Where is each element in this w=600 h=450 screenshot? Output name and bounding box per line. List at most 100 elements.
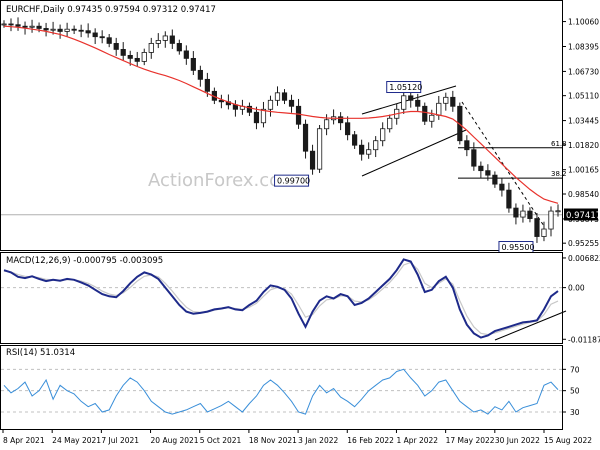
price-candle <box>183 50 189 59</box>
price-candle <box>260 108 267 124</box>
price-candle <box>8 23 14 26</box>
price-candle <box>478 165 484 172</box>
price-candle <box>450 96 456 107</box>
macd-axis-ticks: 0.006823 0.00 -0.011874 <box>562 254 600 344</box>
price-candle <box>387 117 393 130</box>
price-candle <box>92 32 98 38</box>
price-candle <box>457 105 463 142</box>
annotation-label: 0.95500 <box>501 243 534 252</box>
date-tick-label: 3 Jan 2022 <box>298 436 338 445</box>
price-candle <box>366 149 372 155</box>
price-candle <box>408 95 414 101</box>
price-panel-frame <box>0 0 563 251</box>
price-candle <box>36 25 42 29</box>
macd-trend-line <box>494 310 567 341</box>
price-candle <box>316 128 323 170</box>
rsi-panel: RSI(14) 51.0314 70 50 30 <box>0 345 580 430</box>
price-candle <box>253 111 260 124</box>
date-tick-label: 1 Apr 2022 <box>396 436 438 445</box>
rsi-panel-frame <box>0 345 563 430</box>
date-tick-label: 30 Jun 2022 <box>495 436 540 445</box>
date-tick-label: 16 Feb 2022 <box>347 436 394 445</box>
date-tick-label: 24 May 2021 <box>52 436 101 445</box>
price-candle <box>246 105 253 113</box>
price-candle <box>506 189 512 209</box>
date-axis: 8 Apr 2021 24 May 2021 7 Jul 2021 20 Aug 20… <box>2 429 592 445</box>
price-candle <box>190 57 196 71</box>
price-candle <box>176 43 182 52</box>
sma-line <box>3 25 559 204</box>
trend-dashed-line <box>461 101 545 227</box>
annotation-box <box>386 81 422 94</box>
annotation-label: 1.05120 <box>389 83 422 92</box>
price-candle <box>541 228 547 237</box>
date-tick-label: 7 Jul 2021 <box>101 436 139 445</box>
price-candle <box>78 29 84 32</box>
price-candle <box>443 96 449 104</box>
macd-tick-label: 0.006823 <box>568 254 600 263</box>
macd-panel-frame <box>0 252 563 344</box>
fib-levels: 61.8 38.2 <box>458 140 567 179</box>
last-price-box <box>564 208 598 221</box>
price-candle <box>415 99 421 107</box>
rsi-title: RSI(14) 51.0314 <box>6 348 75 358</box>
price-tick-label: 1.01820 <box>568 141 599 150</box>
symbol-header: EURCHF,Daily 0.97435 0.97594 0.97312 0.9… <box>6 5 216 15</box>
price-candle <box>71 28 77 31</box>
price-candle <box>555 210 561 213</box>
fib-level-label: 61.8 <box>551 140 567 148</box>
price-candle <box>134 57 140 62</box>
macd-tick-label: -0.011874 <box>568 335 600 344</box>
price-tick-label: 1.08395 <box>568 42 599 51</box>
price-candle <box>15 24 21 27</box>
watermark: ActionForex.com <box>148 170 298 191</box>
price-candle <box>64 28 70 32</box>
macd-title: MACD(12,26,9) -0.000795 -0.003095 <box>6 256 163 266</box>
price-tick-label: 1.03445 <box>568 117 599 126</box>
price-candle <box>527 210 533 219</box>
macd-panel: MACD(12,26,9) -0.000795 -0.003095 0.0068… <box>0 252 600 344</box>
price-candle <box>471 149 477 167</box>
macd-tick-label: 0.00 <box>568 284 585 293</box>
price-candle <box>534 218 540 237</box>
channel-lower-line <box>361 129 467 177</box>
price-candle <box>218 99 224 103</box>
price-candle <box>274 92 281 101</box>
price-candle <box>113 43 119 50</box>
price-candle <box>127 54 133 59</box>
price-candle <box>309 150 316 170</box>
price-candle <box>359 144 365 155</box>
price-annotations: 1.05120 0.99700 0.95500 <box>274 81 535 254</box>
price-candles <box>1 17 561 243</box>
price-candle <box>141 52 147 62</box>
date-tick-label: 20 Aug 2021 <box>151 436 199 445</box>
date-tick-label: 15 Aug 2022 <box>544 436 592 445</box>
macd-line <box>3 258 559 339</box>
fib-level-label: 38.2 <box>551 170 567 178</box>
price-candle <box>295 105 302 125</box>
price-candle <box>22 25 28 28</box>
price-candle <box>499 183 505 191</box>
price-candle <box>380 128 386 142</box>
price-candle <box>169 35 175 44</box>
price-candle <box>155 40 161 44</box>
price-candle <box>485 170 491 176</box>
price-candle <box>120 49 126 56</box>
price-candle <box>1 23 7 26</box>
price-tick-label: 0.98540 <box>568 190 599 199</box>
price-tick-label: 1.06730 <box>568 67 599 76</box>
price-candle <box>204 78 210 92</box>
price-candle <box>85 30 91 34</box>
price-candle <box>401 95 407 110</box>
price-candle <box>50 28 56 31</box>
price-candle <box>162 35 168 41</box>
rsi-tick-label: 30 <box>570 408 580 417</box>
price-candle <box>548 210 554 230</box>
price-tick-label: 0.95255 <box>568 239 599 248</box>
date-tick-label: 8 Apr 2021 <box>3 436 45 445</box>
price-candle <box>197 69 203 80</box>
price-candle <box>288 99 295 107</box>
price-candle <box>338 116 344 124</box>
price-candle <box>422 105 428 122</box>
